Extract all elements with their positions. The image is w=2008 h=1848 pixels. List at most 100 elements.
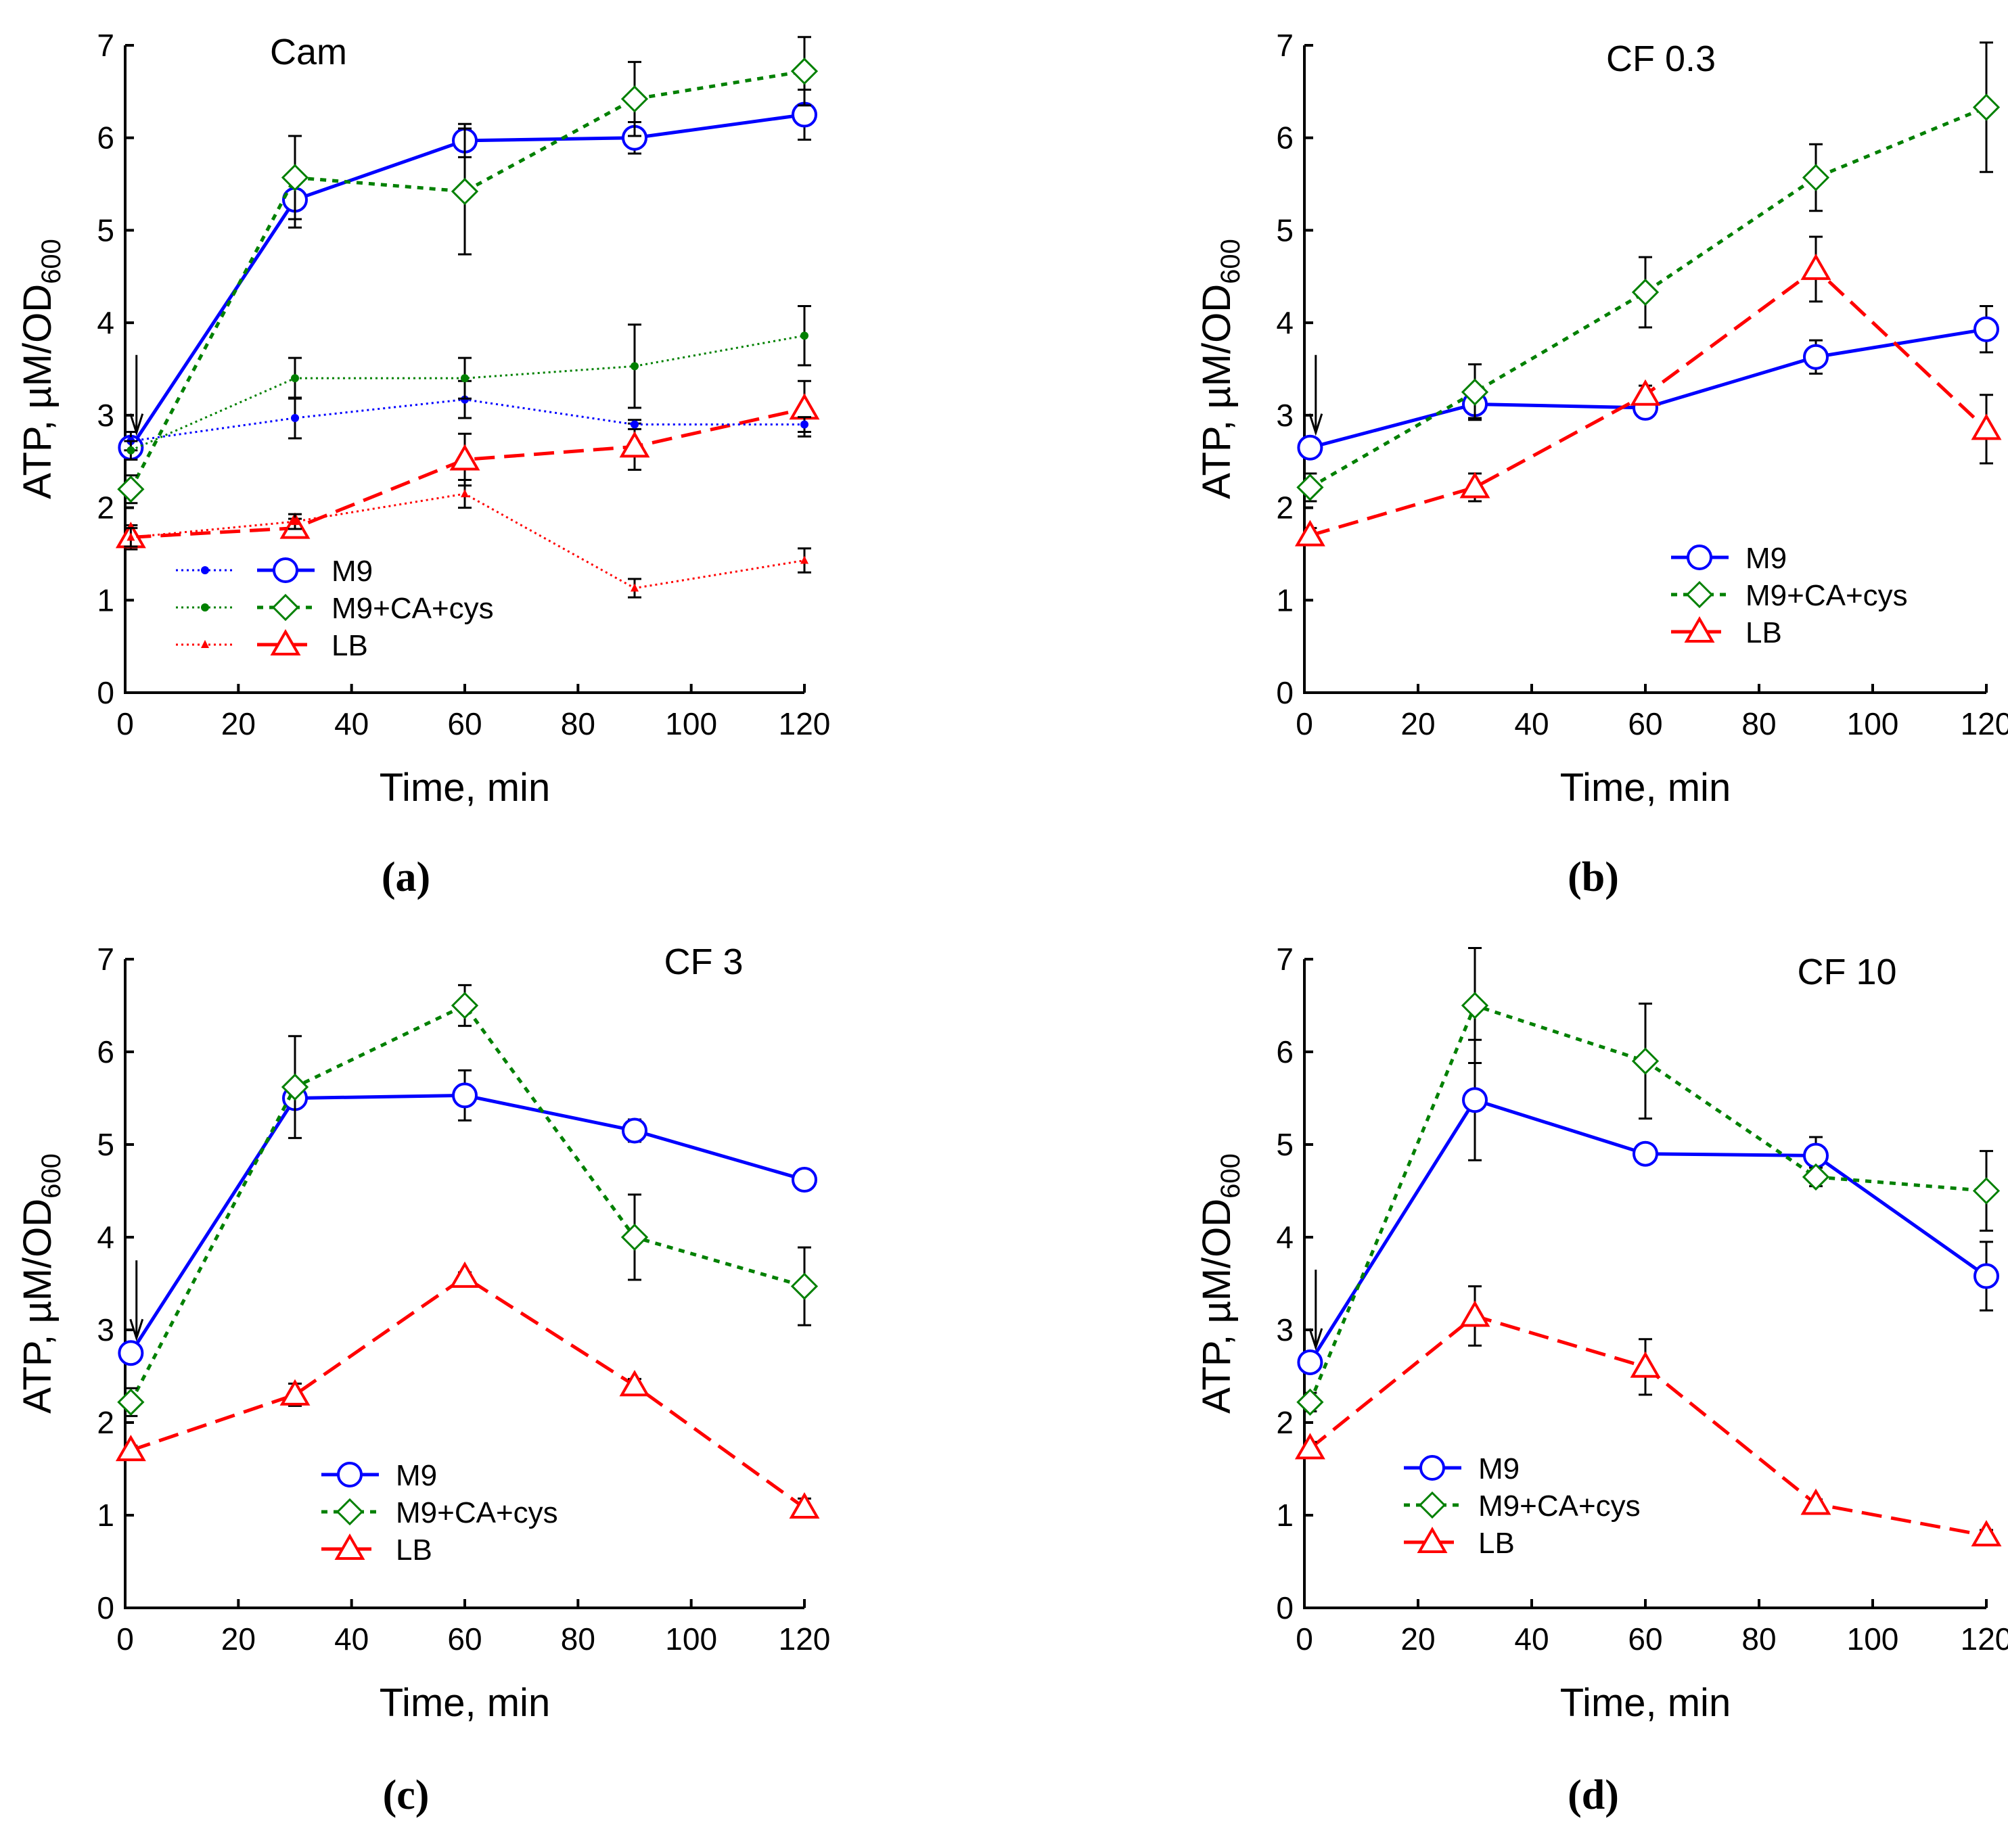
- legend: M9 M9+CA+cys LB: [1404, 1452, 1641, 1560]
- y-tick-label: 0: [97, 675, 114, 710]
- data-point: [790, 1272, 819, 1300]
- y-axis-label-main: ATP, µM/OD: [1195, 284, 1239, 499]
- series-m9: [1297, 1038, 1999, 1375]
- y-tick-label: 5: [1276, 1127, 1294, 1162]
- panel-c: 0 20 40 60 80 100 120 0 1 2 3 4 5 6 7 Time, min ATP, µM/…: [16, 942, 830, 1818]
- x-tick-label: 80: [1741, 1621, 1776, 1657]
- data-point: [279, 1379, 311, 1406]
- data-point: [619, 431, 650, 458]
- data-point: [1971, 413, 2002, 440]
- data-point: [1973, 1263, 1999, 1289]
- y-tick-label: 2: [1276, 490, 1294, 526]
- x-tick-label: 80: [561, 1621, 595, 1657]
- data-point: [449, 1261, 480, 1288]
- x-tick-label: 40: [334, 1621, 369, 1657]
- series-line: [131, 398, 804, 442]
- legend-label: M9: [1478, 1452, 1520, 1485]
- series-lb-cam: [124, 479, 811, 599]
- legend: M9 M9+CA+cys LB: [176, 555, 494, 662]
- x-tick-label: 100: [1847, 1621, 1899, 1657]
- data-point: [800, 331, 808, 340]
- y-axis-label: ATP, µM/OD600: [16, 239, 66, 499]
- y-tick-label: 7: [1276, 28, 1294, 63]
- x-tick-label: 60: [1628, 706, 1662, 741]
- legend-marker: [1684, 616, 1715, 643]
- data-point: [461, 374, 469, 383]
- y-tick-label: 6: [97, 120, 114, 156]
- legend-label: M9: [1745, 542, 1787, 575]
- x-tick-label: 0: [1296, 706, 1313, 741]
- x-tick-label: 120: [779, 706, 831, 741]
- x-tick-label: 20: [221, 1621, 256, 1657]
- x-tick-label: 0: [1296, 1621, 1313, 1657]
- data-point: [1296, 1388, 1324, 1416]
- data-point: [1802, 164, 1830, 191]
- legend-marker: [1418, 1491, 1446, 1519]
- legend-label: LB: [1745, 616, 1782, 649]
- data-point: [792, 1167, 817, 1193]
- data-point: [789, 393, 820, 420]
- y-axis-label-main: ATP, µM/OD: [16, 284, 60, 499]
- x-tick-label: 40: [334, 706, 369, 741]
- legend-marker: [337, 1462, 363, 1487]
- legend-label: M9: [396, 1459, 437, 1492]
- y-tick-label: 1: [1276, 1498, 1294, 1533]
- series-line: [131, 407, 805, 539]
- data-point: [281, 164, 309, 191]
- data-point: [790, 57, 819, 85]
- x-tick-label: 120: [1961, 1621, 2008, 1657]
- x-tick-label: 60: [447, 706, 482, 741]
- arrow-head-icon: [129, 1318, 144, 1342]
- x-tick-label: 0: [116, 706, 134, 741]
- x-axis-label: Time, min: [380, 1681, 550, 1725]
- series-line: [130, 1274, 806, 1510]
- data-point: [115, 1435, 146, 1462]
- data-point: [1802, 1163, 1830, 1191]
- y-tick-label: 2: [1276, 1405, 1294, 1440]
- series-line: [129, 1093, 805, 1354]
- series-m9-ca-cys: [117, 984, 819, 1417]
- y-axis-label-main: ATP, µM/OD: [1195, 1199, 1239, 1414]
- data-point: [1461, 378, 1489, 406]
- series-line: [1308, 1098, 1988, 1364]
- y-tick-label: 4: [97, 305, 114, 340]
- y-tick-label: 7: [97, 28, 114, 63]
- data-point: [449, 444, 480, 471]
- data-point: [1971, 1520, 2002, 1547]
- data-point: [1461, 992, 1489, 1019]
- legend-marker: [270, 628, 301, 655]
- arrow-head-icon: [1308, 1328, 1323, 1351]
- data-point: [789, 1492, 820, 1519]
- panel-title: CF 3: [664, 942, 743, 982]
- data-point: [451, 992, 479, 1019]
- y-axis-label: ATP, µM/OD600: [1195, 239, 1246, 499]
- data-point: [452, 1082, 478, 1109]
- y-tick-label: 5: [97, 212, 114, 248]
- series-lb: [1294, 1285, 2002, 1547]
- data-point: [800, 555, 808, 564]
- data-point: [1800, 1488, 1831, 1515]
- data-point: [1462, 1087, 1488, 1113]
- y-tick-label: 3: [1276, 398, 1294, 433]
- data-point: [1294, 519, 1325, 547]
- data-point: [631, 362, 639, 371]
- series-line: [129, 69, 805, 490]
- data-point: [1297, 434, 1323, 461]
- series-lb: [115, 1261, 820, 1519]
- data-point: [1296, 473, 1324, 501]
- data-point: [620, 85, 649, 113]
- series-m9: [118, 1069, 817, 1366]
- data-point: [461, 489, 469, 498]
- x-tick-label: 100: [665, 1621, 717, 1657]
- data-point: [451, 177, 479, 206]
- data-point: [1800, 253, 1831, 280]
- series-m9-ca-cys-cam: [124, 305, 811, 461]
- data-point: [117, 1388, 145, 1416]
- y-axis-label: ATP, µM/OD600: [16, 1153, 66, 1414]
- data-point: [1297, 1349, 1323, 1375]
- x-tick-label: 20: [1400, 1621, 1435, 1657]
- data-point: [127, 446, 135, 455]
- y-tick-label: 4: [97, 1220, 114, 1255]
- data-point: [792, 101, 817, 128]
